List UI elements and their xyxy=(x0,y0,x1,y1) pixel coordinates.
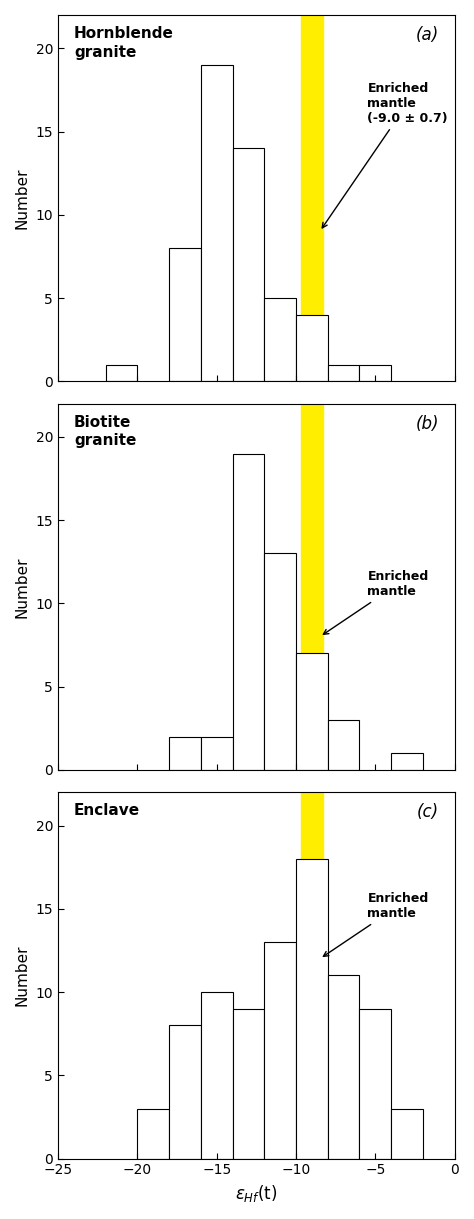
Bar xyxy=(296,315,328,382)
Bar xyxy=(328,720,359,770)
Y-axis label: Number: Number xyxy=(15,556,30,618)
Bar xyxy=(201,992,233,1158)
X-axis label: $\varepsilon_{Hf}$(t): $\varepsilon_{Hf}$(t) xyxy=(235,1182,278,1204)
Bar xyxy=(359,1009,391,1158)
Text: (c): (c) xyxy=(417,803,439,822)
Bar xyxy=(264,297,296,382)
Bar xyxy=(301,15,323,382)
Y-axis label: Number: Number xyxy=(15,945,30,1006)
Text: Enriched
mantle
(-9.0 ± 0.7): Enriched mantle (-9.0 ± 0.7) xyxy=(322,82,448,228)
Text: Biotite
granite: Biotite granite xyxy=(74,414,137,449)
Text: (b): (b) xyxy=(415,414,439,433)
Bar xyxy=(233,1009,264,1158)
Bar xyxy=(328,364,359,382)
Bar xyxy=(359,364,391,382)
Bar xyxy=(233,149,264,382)
Bar xyxy=(296,859,328,1158)
Bar xyxy=(391,1108,423,1158)
Text: Hornblende
granite: Hornblende granite xyxy=(74,26,174,60)
Bar xyxy=(201,736,233,770)
Bar xyxy=(201,65,233,382)
Bar xyxy=(169,1025,201,1158)
Bar xyxy=(296,653,328,770)
Bar xyxy=(328,975,359,1158)
Bar xyxy=(106,364,137,382)
Bar xyxy=(301,792,323,1158)
Text: (a): (a) xyxy=(416,26,439,44)
Bar xyxy=(301,403,323,770)
Bar xyxy=(264,942,296,1158)
Bar xyxy=(169,249,201,382)
Bar xyxy=(264,553,296,770)
Bar xyxy=(233,453,264,770)
Bar xyxy=(391,753,423,770)
Y-axis label: Number: Number xyxy=(15,167,30,229)
Bar xyxy=(169,736,201,770)
Text: Enriched
mantle: Enriched mantle xyxy=(323,570,428,634)
Text: Enriched
mantle: Enriched mantle xyxy=(323,892,428,957)
Bar xyxy=(137,1108,169,1158)
Text: Enclave: Enclave xyxy=(74,803,140,818)
